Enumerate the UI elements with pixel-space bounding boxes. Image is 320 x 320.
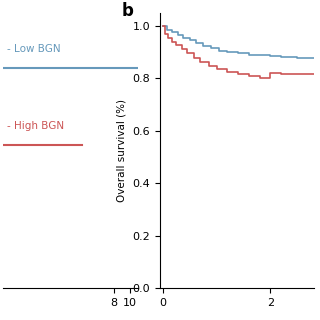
Text: - Low BGN: - Low BGN	[7, 44, 61, 54]
Y-axis label: Overall survival (%): Overall survival (%)	[117, 99, 127, 202]
Text: b: b	[122, 2, 133, 20]
Text: - High BGN: - High BGN	[7, 121, 64, 131]
